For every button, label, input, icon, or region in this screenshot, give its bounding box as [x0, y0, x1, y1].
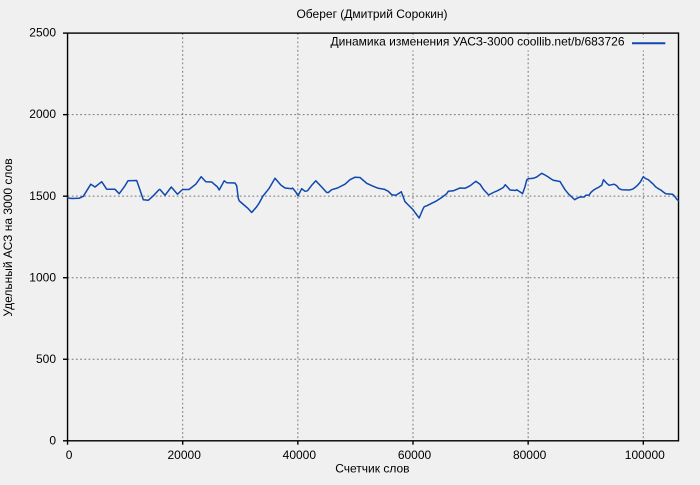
svg-text:0: 0 — [49, 433, 56, 447]
svg-text:2500: 2500 — [29, 26, 56, 40]
svg-text:Оберег (Дмитрий Сорокин): Оберег (Дмитрий Сорокин) — [296, 7, 447, 21]
svg-text:40000: 40000 — [283, 448, 317, 462]
svg-text:500: 500 — [36, 352, 56, 366]
svg-text:2000: 2000 — [29, 107, 56, 121]
svg-text:60000: 60000 — [398, 448, 432, 462]
svg-text:100000: 100000 — [625, 448, 665, 462]
svg-text:Динамика изменения УАСЗ-3000 c: Динамика изменения УАСЗ-3000 coollib.net… — [331, 35, 625, 49]
svg-text:1000: 1000 — [29, 270, 56, 284]
svg-text:Удельный АСЗ на 3000 слов: Удельный АСЗ на 3000 слов — [1, 158, 15, 316]
svg-text:20000: 20000 — [168, 448, 202, 462]
svg-text:1500: 1500 — [29, 189, 56, 203]
svg-text:0: 0 — [66, 448, 73, 462]
svg-text:80000: 80000 — [513, 448, 547, 462]
svg-text:Счетчик слов: Счетчик слов — [335, 462, 409, 476]
